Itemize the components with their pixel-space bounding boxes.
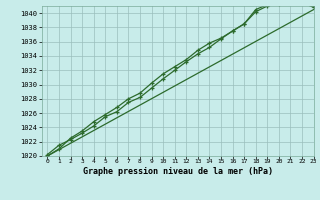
X-axis label: Graphe pression niveau de la mer (hPa): Graphe pression niveau de la mer (hPa): [83, 167, 273, 176]
